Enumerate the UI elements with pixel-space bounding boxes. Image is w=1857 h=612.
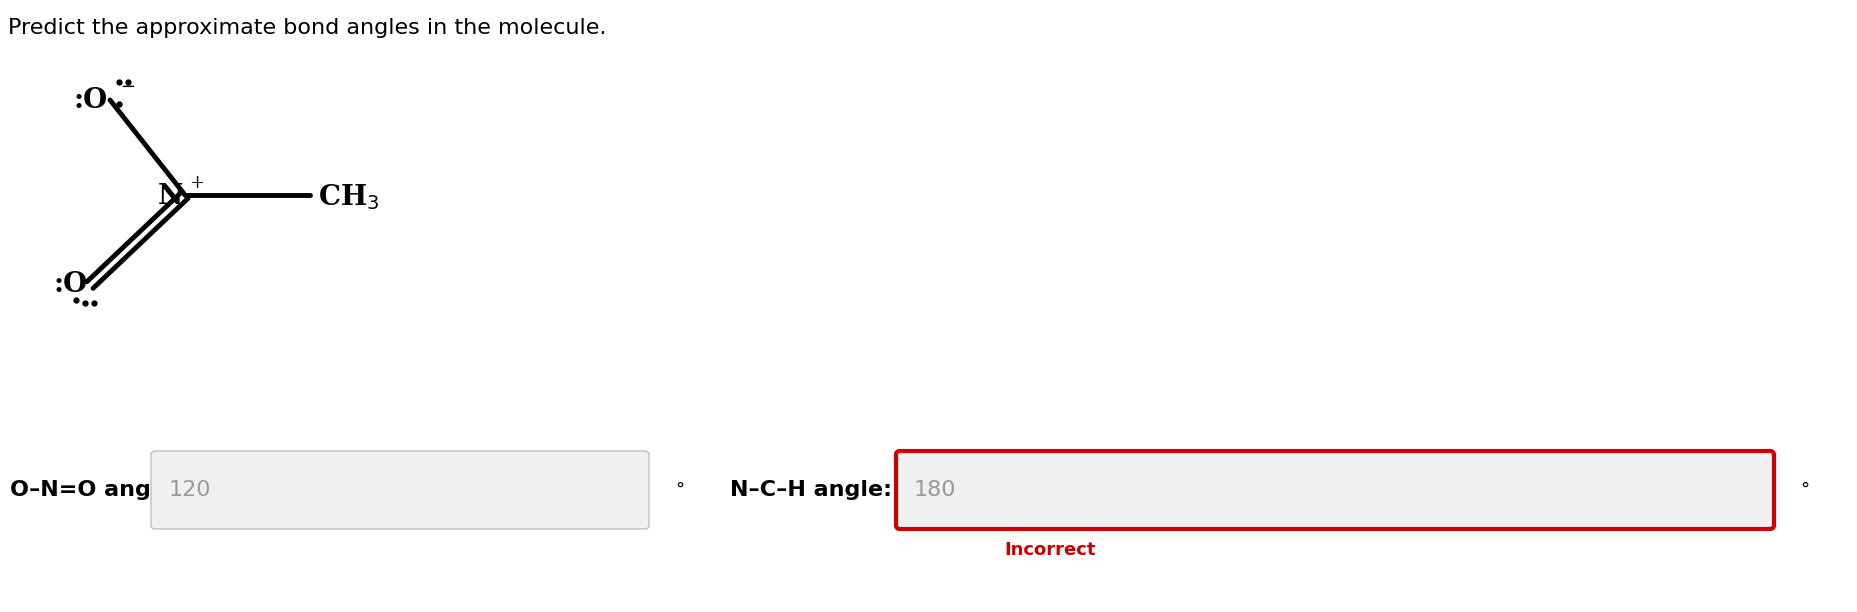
Text: °: ° <box>676 481 683 499</box>
Text: 120: 120 <box>169 480 212 500</box>
Text: :O: :O <box>54 272 87 299</box>
Text: N: N <box>158 184 182 211</box>
Text: Incorrect: Incorrect <box>1005 541 1096 559</box>
Text: N–C–H angle:: N–C–H angle: <box>730 480 891 500</box>
Text: Predict the approximate bond angles in the molecule.: Predict the approximate bond angles in t… <box>7 18 605 38</box>
Text: O–N=O angle:: O–N=O angle: <box>9 480 182 500</box>
Text: +: + <box>189 174 204 192</box>
Text: CH$_3$: CH$_3$ <box>318 182 379 212</box>
FancyBboxPatch shape <box>150 451 648 529</box>
Text: :O: :O <box>74 86 108 113</box>
FancyBboxPatch shape <box>895 451 1773 529</box>
Text: 180: 180 <box>914 480 956 500</box>
Text: °: ° <box>1799 481 1809 499</box>
Text: −: − <box>121 78 136 96</box>
